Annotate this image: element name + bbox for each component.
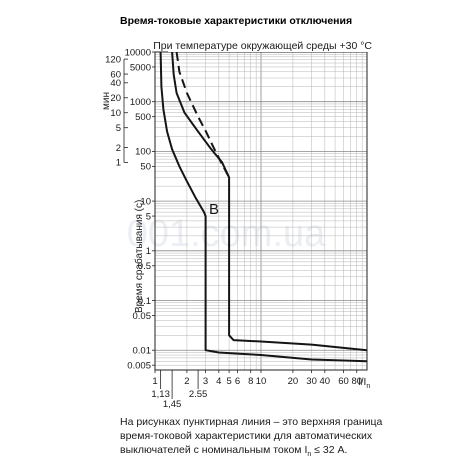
x-lower-tick-label: 1,45: [163, 399, 182, 410]
y-axis-seconds: 10000 5000 1000 500 100 50 10 5 1 0.5 0.1 0.05 0.01 0…: [125, 47, 155, 371]
x-tick-label: 40: [320, 376, 331, 387]
minutes-tick-label: 1: [116, 158, 121, 169]
y-tick-label: 0.1: [138, 296, 151, 307]
y-tick-label: 1000: [130, 97, 151, 108]
minutes-tick-label: 5: [116, 123, 121, 134]
watermark: 001.com.ua: [127, 213, 326, 255]
curve-series-1: [159, 51, 368, 363]
x-tick-label: 20: [288, 376, 299, 387]
x-tick-label: 10: [256, 376, 267, 387]
x-tick-label: 30: [306, 376, 317, 387]
y-tick-label: 10: [140, 196, 151, 207]
y-tick-label: 5000: [130, 62, 151, 73]
x-tick-label: 4: [216, 376, 221, 387]
x-lower-tick-label: 1,13: [151, 389, 170, 400]
x-axis: 1 2 3 4 5 6 8 10 20 30 40 60 80: [152, 370, 362, 387]
minutes-tick-label: 120: [105, 54, 121, 65]
footnote-line-3-post: ≤ 32 А.: [311, 444, 348, 456]
x-tick-label: 6: [235, 376, 240, 387]
curve-label-b: B: [209, 201, 219, 218]
footnote: На рисунках пунктирная линия – это верхн…: [120, 415, 450, 462]
y-tick-label: 0.05: [133, 311, 152, 322]
minutes-tick-label: 2: [116, 143, 121, 154]
y-tick-label: 500: [135, 112, 151, 123]
chart-title-bg: [168, 38, 373, 52]
x-tick-label: 2: [184, 376, 189, 387]
x-axis-lower: 1,131,45 2.55: [151, 370, 207, 410]
x-tick-label: 80: [351, 376, 362, 387]
x-tick-label: 1: [152, 376, 157, 387]
footnote-line-3-sub: n: [307, 451, 312, 459]
x-axis-label-sub: n: [366, 383, 370, 390]
x-axis-label-main: I/I: [358, 377, 366, 388]
footnote-line-1: На рисунках пунктирная линия – это верхн…: [120, 416, 383, 428]
minutes-tick-label: 40: [110, 78, 121, 89]
chart-curves: [159, 51, 368, 363]
y-tick-label: 1: [146, 246, 151, 257]
x-tick-label: 5: [226, 376, 231, 387]
y-tick-label: 50: [140, 162, 151, 173]
y-axis-label: Время срабатывания (с): [133, 200, 145, 313]
y-axis-minutes-label: мин: [101, 92, 112, 110]
y-tick-label: 100: [135, 147, 151, 158]
y-tick-label: 0.5: [138, 261, 151, 272]
x-tick-label: 60: [338, 376, 349, 387]
minutes-tick-label: 20: [110, 93, 121, 104]
x-tick-label: 3: [203, 376, 208, 387]
chart-grid: [154, 51, 367, 371]
footnote-line-3: выключателей с номинальным током In ≤ 32…: [120, 443, 450, 462]
chart-title: При температуре окружающей среды +30 °C: [153, 40, 372, 52]
x-tick-label: 8: [248, 376, 253, 387]
footnote-line-3-pre: выключателей с номинальным током I: [120, 444, 308, 456]
y-tick-label: 0.01: [133, 346, 152, 357]
y-tick-label: 10000: [125, 47, 151, 58]
y-tick-label: 0.005: [127, 360, 151, 371]
footnote-line-2: время-токовой характеристики для автомат…: [120, 430, 373, 442]
minutes-tick-label: 60: [110, 69, 121, 80]
page-title: Время-токовые характеристики отключения: [120, 15, 352, 27]
curve-series-3: [175, 51, 230, 178]
y-tick-label: 5: [146, 211, 151, 222]
x-axis-label: I/In: [358, 377, 370, 390]
x-lower-tick-label: 2.55: [189, 389, 208, 400]
minutes-tick-label: 10: [110, 108, 121, 119]
